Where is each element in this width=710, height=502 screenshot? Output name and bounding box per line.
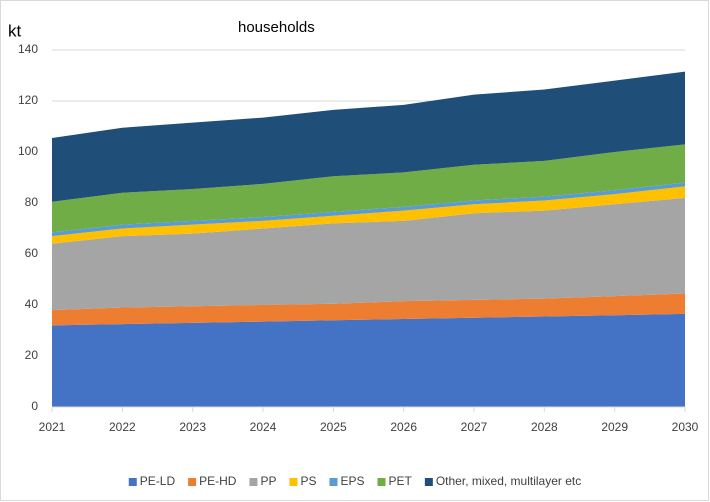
area (52, 144, 685, 233)
legend-label: PE-LD (140, 474, 176, 488)
x-tick-label: 2030 (672, 420, 699, 434)
chart-title: households (238, 19, 315, 36)
legend-swatch (424, 478, 433, 486)
legend-swatch (249, 478, 258, 486)
x-tick-label: 2022 (109, 420, 136, 434)
legend-label: PP (260, 474, 276, 488)
x-tick-label: 2029 (601, 420, 628, 434)
x-tick-label: 2026 (390, 420, 417, 434)
legend-label: PET (389, 474, 413, 488)
y-axis-label: kt (8, 21, 22, 40)
legend-swatch (128, 478, 137, 486)
area (52, 186, 685, 244)
legend-swatch (377, 478, 386, 486)
x-tick-label: 2025 (320, 420, 347, 434)
y-tick-label: 20 (25, 348, 39, 362)
x-tick-label: 2024 (250, 420, 277, 434)
area (52, 293, 685, 326)
legend: PE-LD PE-HD PP PS EPS PET Other, mixed, multil… (128, 474, 581, 488)
area (52, 197, 685, 311)
legend-label: EPS (340, 474, 364, 488)
x-tick-label: 2023 (179, 420, 206, 434)
y-tick-label: 0 (31, 399, 38, 413)
legend-swatch (329, 478, 338, 486)
legend-label: Other, mixed, multilayer etc (436, 474, 581, 488)
y-tick-label: 140 (18, 42, 38, 56)
legend-label: PE-HD (199, 474, 237, 488)
legend-label: PS (300, 474, 316, 488)
x-tick-label: 2027 (461, 420, 488, 434)
y-tick-label: 100 (18, 144, 38, 158)
x-tick-label: 2028 (531, 420, 558, 434)
legend-swatch (289, 478, 298, 486)
legend-swatch (188, 478, 197, 486)
y-tick-label: 40 (25, 297, 39, 311)
y-tick-label: 80 (25, 195, 39, 209)
y-tick-label: 60 (25, 246, 39, 260)
x-tick-label: 2021 (39, 420, 66, 434)
y-tick-label: 120 (18, 93, 38, 107)
area (52, 71, 685, 202)
area (52, 313, 685, 407)
